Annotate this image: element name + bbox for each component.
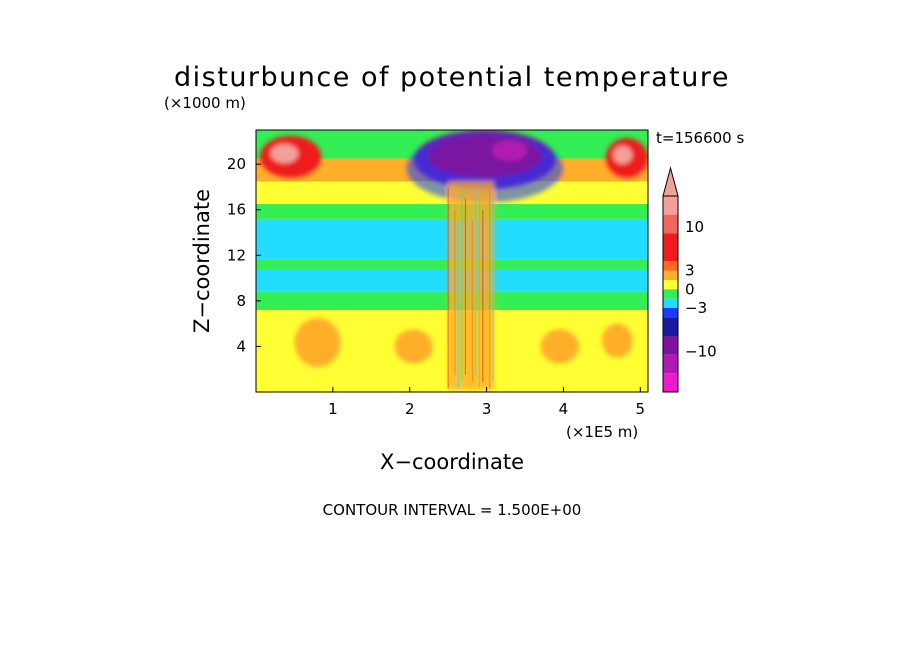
- feature-warm-cell-0: [294, 317, 341, 367]
- x-tick-label-3: 3: [482, 400, 492, 418]
- colorbar-top-arrow: [662, 166, 679, 197]
- colorbar-swatch-7: [663, 298, 678, 308]
- colorbar-frame: [662, 195, 679, 393]
- colorbar-label-1: 3: [685, 262, 695, 280]
- y-axis-label: Z−coordinate: [190, 189, 214, 333]
- colorbar-swatch-12: [663, 373, 678, 392]
- x-tick-label-4: 4: [559, 400, 569, 418]
- x-tick-label-1: 1: [328, 400, 338, 418]
- y-tick-label-12: 12: [227, 246, 246, 264]
- colorbar-swatch-4: [663, 270, 678, 280]
- colorbar-label-2: 0: [685, 280, 695, 298]
- colorbar-swatch-0: [663, 196, 678, 215]
- y-tick-label-8: 8: [236, 292, 246, 310]
- plot-frame: [255, 129, 649, 393]
- x-ticks: 1 2 3 4 5: [328, 387, 645, 418]
- plot-area: [256, 130, 648, 392]
- colorbar-label-0: 10: [685, 218, 704, 236]
- colorbar-swatch-10: [663, 336, 678, 355]
- chart-title: disturbunce of potential temperature: [174, 62, 730, 93]
- x-tick-label-5: 5: [636, 400, 646, 418]
- colorbar-swatch-8: [663, 308, 678, 318]
- x-tick-label-2: 2: [405, 400, 415, 418]
- y-tick-label-4: 4: [236, 337, 246, 355]
- colorbar: 10 30−3 −10: [662, 166, 717, 393]
- feature-warm-cell-1: [394, 329, 433, 364]
- y-tick-label-16: 16: [227, 201, 246, 219]
- colorbar-swatch-6: [663, 289, 678, 299]
- y-axis-unit: (×1000 m): [164, 94, 246, 112]
- feature-core-6: [427, 135, 542, 178]
- y-tick-label-20: 20: [227, 155, 246, 173]
- updraft-streaks: [447, 186, 494, 389]
- time-label: t=156600 s: [656, 129, 744, 147]
- y-ticks: 4 8 12 16 20: [227, 155, 261, 355]
- feature-peak-4: [270, 144, 299, 164]
- feature-peak-6: [491, 140, 528, 162]
- colorbar-swatch-9: [663, 317, 678, 336]
- feature-peak-5: [613, 145, 633, 164]
- colorbar-swatch-1: [663, 214, 678, 234]
- colorbar-swatch-11: [663, 354, 678, 374]
- colorbar-swatch-5: [663, 280, 678, 290]
- x-axis-unit: (×1E5 m): [566, 423, 638, 441]
- x-axis-label: X−coordinate: [380, 450, 524, 474]
- colorbar-swatch-3: [663, 261, 678, 271]
- feature-warm-cell-3: [601, 323, 633, 358]
- colorbar-swatch-2: [663, 233, 678, 262]
- colorbar-label-4: −10: [685, 343, 717, 361]
- feature-warm-cell-2: [540, 329, 579, 364]
- colorbar-label-3: −3: [685, 299, 707, 317]
- contour-interval-footer: CONTOUR INTERVAL = 1.500E+00: [323, 501, 582, 519]
